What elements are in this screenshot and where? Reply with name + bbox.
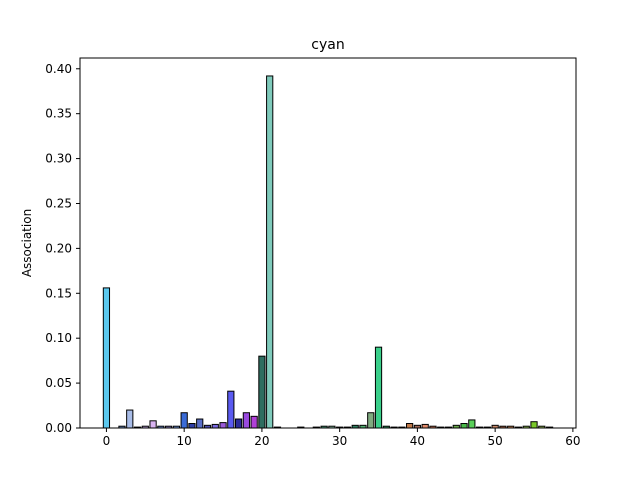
bar-3 [126, 409, 134, 429]
x-tick-label: 30 [332, 434, 347, 448]
x-tick-label: 50 [488, 434, 503, 448]
x-tick-label: 20 [254, 434, 269, 448]
x-tick-label: 40 [410, 434, 425, 448]
y-tick-label: 0.20 [45, 241, 72, 255]
bar-20 [258, 355, 266, 429]
y-tick-label: 0.15 [45, 286, 72, 300]
plot-frame [79, 57, 577, 429]
x-tick-label: 0 [103, 434, 111, 448]
y-tick-label: 0.35 [45, 107, 72, 121]
bar-34 [367, 412, 375, 429]
bar-16 [227, 390, 235, 429]
bar-18 [242, 412, 250, 429]
bar-series [102, 75, 554, 429]
bar-0 [102, 287, 111, 429]
bar-21 [266, 75, 274, 429]
bar-19 [250, 415, 258, 429]
y-tick-label: 0.05 [45, 376, 72, 390]
y-axis-label: Association [20, 209, 34, 277]
bar-6 [149, 420, 157, 429]
y-tick-label: 0.10 [45, 331, 72, 345]
bar-12 [196, 418, 204, 429]
bar-35 [374, 346, 383, 429]
x-axis-ticks: 0 10 20 30 40 50 60 [103, 428, 581, 448]
y-tick-label: 0.40 [45, 62, 72, 76]
bar-47 [468, 419, 476, 429]
y-axis-ticks: 0.00 0.05 0.10 0.15 0.20 0.25 0.30 0.35 0.40 [45, 62, 80, 435]
bar-15 [219, 422, 227, 429]
y-tick-label: 0.25 [45, 196, 72, 210]
chart-title: cyan [311, 37, 344, 53]
bar-11 [188, 423, 196, 429]
bar-14 [211, 423, 219, 429]
bar-46 [460, 423, 468, 429]
bar-41 [421, 423, 429, 429]
bar-17 [234, 418, 243, 429]
bar-10 [180, 412, 188, 429]
x-tick-label: 60 [565, 434, 580, 448]
x-tick-label: 10 [177, 434, 192, 448]
bar-55 [530, 421, 538, 429]
bar-39 [406, 423, 414, 429]
y-tick-label: 0.00 [45, 421, 72, 435]
y-tick-label: 0.30 [45, 152, 72, 166]
